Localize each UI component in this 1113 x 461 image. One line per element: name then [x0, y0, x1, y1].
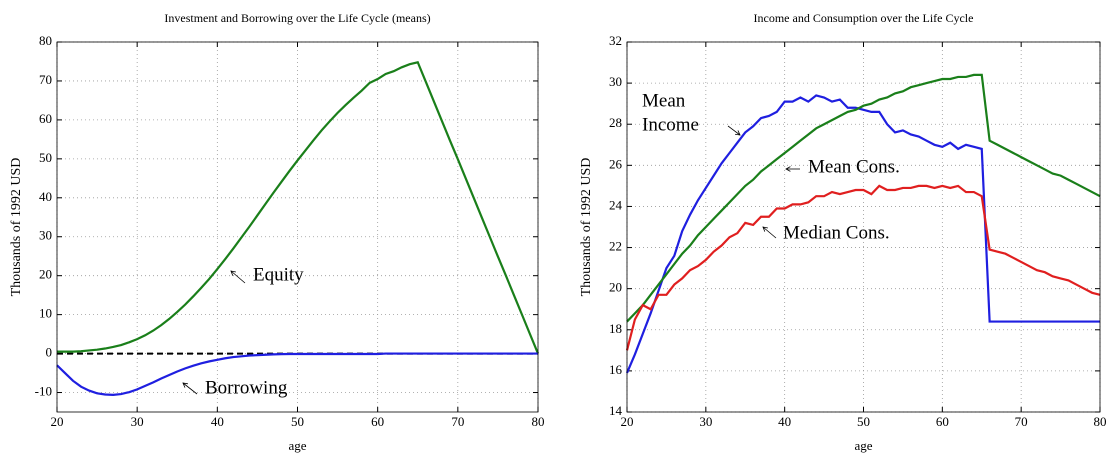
chart-title: Income and Consumption over the Life Cyc… — [754, 11, 974, 25]
x-axis-label: age — [288, 438, 306, 453]
x-axis-label: age — [854, 438, 872, 453]
series-label: Median Cons. — [783, 222, 890, 243]
x-tick-label: 40 — [211, 414, 224, 429]
x-tick-label: 50 — [291, 414, 304, 429]
y-tick-label: 22 — [609, 239, 622, 254]
y-tick-label: 30 — [609, 74, 622, 89]
x-tick-label: 80 — [532, 414, 545, 429]
x-tick-label: 40 — [778, 414, 791, 429]
y-tick-label: 20 — [609, 280, 622, 295]
annotation-arrowhead — [230, 270, 236, 276]
x-tick-label: 60 — [371, 414, 384, 429]
x-tick-label: 20 — [621, 414, 634, 429]
series-label: Borrowing — [205, 377, 288, 398]
y-axis-label: Thousands of 1992 USD — [9, 158, 24, 297]
y-tick-label: 0 — [46, 345, 53, 360]
y-tick-label: 80 — [39, 33, 52, 48]
annotation-arrow — [230, 270, 246, 284]
y-tick-label: 24 — [609, 197, 623, 212]
y-tick-label: 20 — [39, 267, 52, 282]
series-label: Equity — [253, 264, 304, 285]
x-tick-label: 30 — [699, 414, 712, 429]
y-tick-label: 40 — [39, 189, 52, 204]
y-tick-label: 32 — [609, 33, 622, 48]
y-axis-label: Thousands of 1992 USD — [579, 158, 594, 297]
y-tick-label: 26 — [609, 156, 623, 171]
x-tick-label: 70 — [451, 414, 464, 429]
x-tick-label: 50 — [857, 414, 870, 429]
y-tick-label: 70 — [39, 72, 52, 87]
annotation-arrowhead — [182, 382, 188, 388]
y-tick-label: 60 — [39, 111, 52, 126]
annotation-arrowhead — [785, 166, 791, 172]
y-tick-label: 28 — [609, 115, 622, 130]
x-tick-label: 30 — [131, 414, 144, 429]
annotation-arrow — [762, 226, 777, 239]
series-line — [625, 184, 1101, 351]
annotation-arrowhead — [734, 130, 741, 136]
chart-title: Investment and Borrowing over the Life C… — [164, 11, 430, 25]
axes-box — [626, 41, 1101, 413]
y-tick-label: 50 — [39, 150, 52, 165]
x-tick-label: 60 — [936, 414, 949, 429]
x-tick-label: 20 — [51, 414, 64, 429]
y-tick-label: 30 — [39, 228, 52, 243]
y-tick-label: 14 — [609, 403, 623, 418]
annotation-arrow — [727, 125, 741, 136]
series-line — [57, 60, 540, 354]
x-tick-label: 70 — [1015, 414, 1028, 429]
series-line — [625, 94, 1100, 374]
annotation-arrowhead — [762, 226, 768, 232]
annotation-arrow — [182, 382, 198, 395]
axes-box — [56, 41, 539, 413]
series-line — [56, 352, 538, 396]
series-label: Mean Cons. — [808, 156, 900, 177]
y-tick-label: 10 — [39, 306, 52, 321]
y-tick-label: 16 — [609, 362, 623, 377]
y-tick-label: -10 — [35, 384, 52, 399]
series-label: Mean — [642, 90, 686, 111]
y-tick-label: 18 — [609, 321, 622, 336]
x-tick-label: 80 — [1094, 414, 1107, 429]
series-line — [626, 73, 1101, 323]
series-label: Income — [642, 114, 699, 135]
